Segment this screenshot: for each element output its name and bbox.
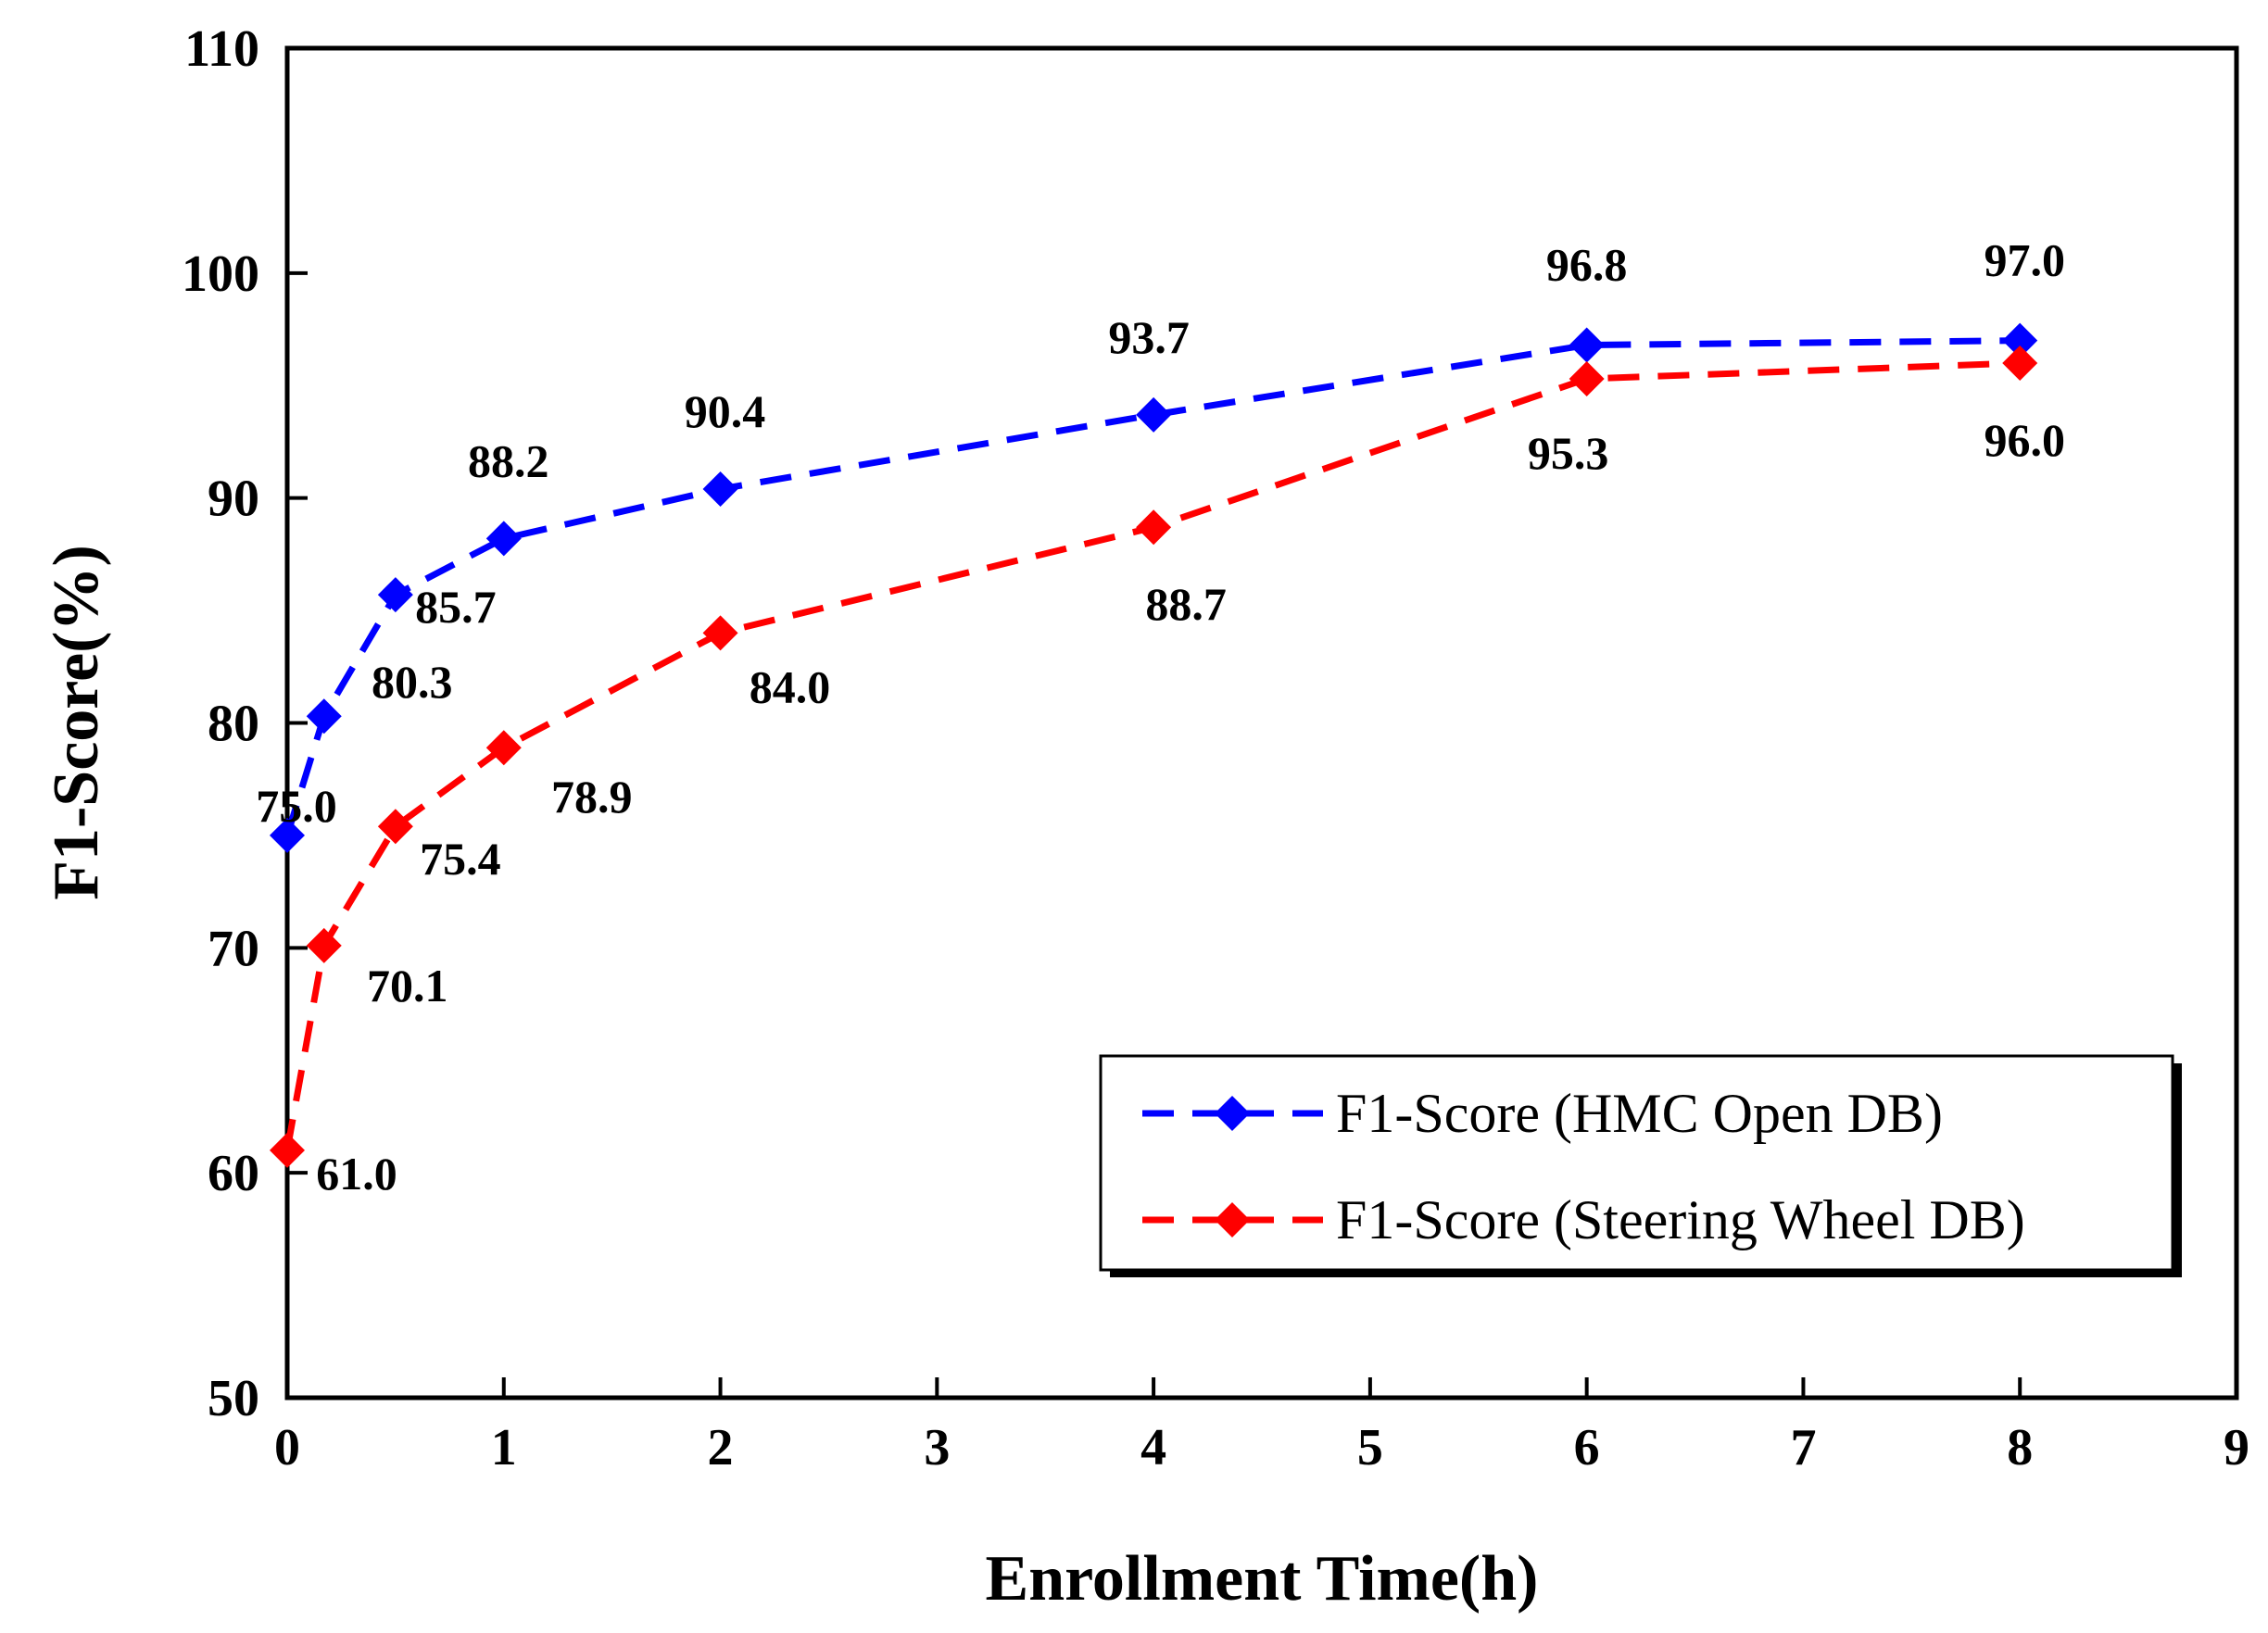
data-label-series-1: 97.0 <box>1984 234 2065 286</box>
series-2-point <box>485 730 522 766</box>
x-tick-label: 9 <box>2224 1419 2249 1476</box>
x-tick-label: 4 <box>1140 1419 1166 1476</box>
data-label-series-2: 78.9 <box>551 771 633 823</box>
series-2-point <box>377 809 413 845</box>
x-tick-label: 0 <box>274 1419 300 1476</box>
series-1-point <box>2002 322 2038 358</box>
legend-marker-2 <box>1215 1202 1250 1237</box>
data-label-series-2: 61.0 <box>316 1148 397 1200</box>
series-line-2 <box>284 359 2021 1151</box>
data-label-series-2: 70.1 <box>367 960 448 1011</box>
series-2-point <box>1136 509 1172 546</box>
data-label-series-2: 96.0 <box>1984 414 2065 466</box>
data-labels: 75.0 80.3 85.7 88.2 90.4 93.7 96.8 97.0 61.0 70.1… <box>256 234 2065 1200</box>
legend: F1-Score (HMC Open DB) F1-Score (Steering… <box>1099 1054 2182 1277</box>
y-tick-label: 100 <box>182 245 259 303</box>
data-label-series-1: 88.2 <box>468 434 549 486</box>
x-tick-label: 5 <box>1357 1419 1383 1476</box>
y-tick-label: 50 <box>208 1370 259 1427</box>
x-tick-label: 7 <box>1790 1419 1816 1476</box>
y-axis-title: F1-Score(%) <box>41 545 112 900</box>
data-label-series-1: 85.7 <box>415 581 497 633</box>
data-label-series-2: 95.3 <box>1528 427 1609 479</box>
x-tick-label: 1 <box>491 1419 517 1476</box>
series-line-1 <box>284 337 2021 836</box>
series-1-point <box>270 817 305 853</box>
data-label-series-2: 84.0 <box>750 660 831 712</box>
data-label-series-1: 90.4 <box>685 385 766 437</box>
series <box>270 322 2038 1168</box>
legend-label-1: F1-Score (HMC Open DB) <box>1336 1083 1943 1144</box>
legend-entries: F1-Score (HMC Open DB) F1-Score (Steering… <box>1142 1083 2025 1250</box>
series-1-point <box>485 521 522 557</box>
data-label-series-1: 75.0 <box>256 780 337 832</box>
series-2-point <box>306 927 342 963</box>
y-tick-label: 80 <box>208 696 259 753</box>
x-tick-label: 8 <box>2007 1419 2033 1476</box>
series-1-point <box>702 471 738 507</box>
y-tick-label: 110 <box>184 20 259 78</box>
series-1-point <box>1136 396 1172 433</box>
legend-label-2: F1-Score (Steering Wheel DB) <box>1336 1189 2025 1250</box>
legend-marker-1 <box>1215 1096 1250 1131</box>
data-label-series-2: 75.4 <box>420 833 501 885</box>
series-1-point <box>377 577 413 613</box>
data-label-series-1: 93.7 <box>1108 311 1190 363</box>
y-tick-label: 70 <box>208 920 259 977</box>
x-tick-label: 2 <box>708 1419 734 1476</box>
x-tick-label: 3 <box>924 1419 950 1476</box>
y-tick-label: 60 <box>208 1145 259 1202</box>
series-2-point <box>1569 360 1605 396</box>
data-label-series-2: 88.7 <box>1145 578 1227 630</box>
series-1-point <box>306 698 342 735</box>
series-1-point <box>1569 327 1605 363</box>
x-axis-title: Enrollment Time(h) <box>986 1543 1539 1614</box>
series-2-point <box>2002 345 2038 381</box>
data-label-series-1: 96.8 <box>1546 239 1628 291</box>
x-tick-label: 6 <box>1574 1419 1600 1476</box>
y-tick-label: 90 <box>208 471 259 528</box>
ticks: 0 1 2 3 4 5 6 7 8 9 50 60 70 80 90 100 110 <box>182 20 2249 1476</box>
data-label-series-1: 80.3 <box>372 656 453 708</box>
legend-box <box>1099 1054 2174 1272</box>
series-2-point <box>270 1132 305 1168</box>
series-2-point <box>702 615 738 651</box>
